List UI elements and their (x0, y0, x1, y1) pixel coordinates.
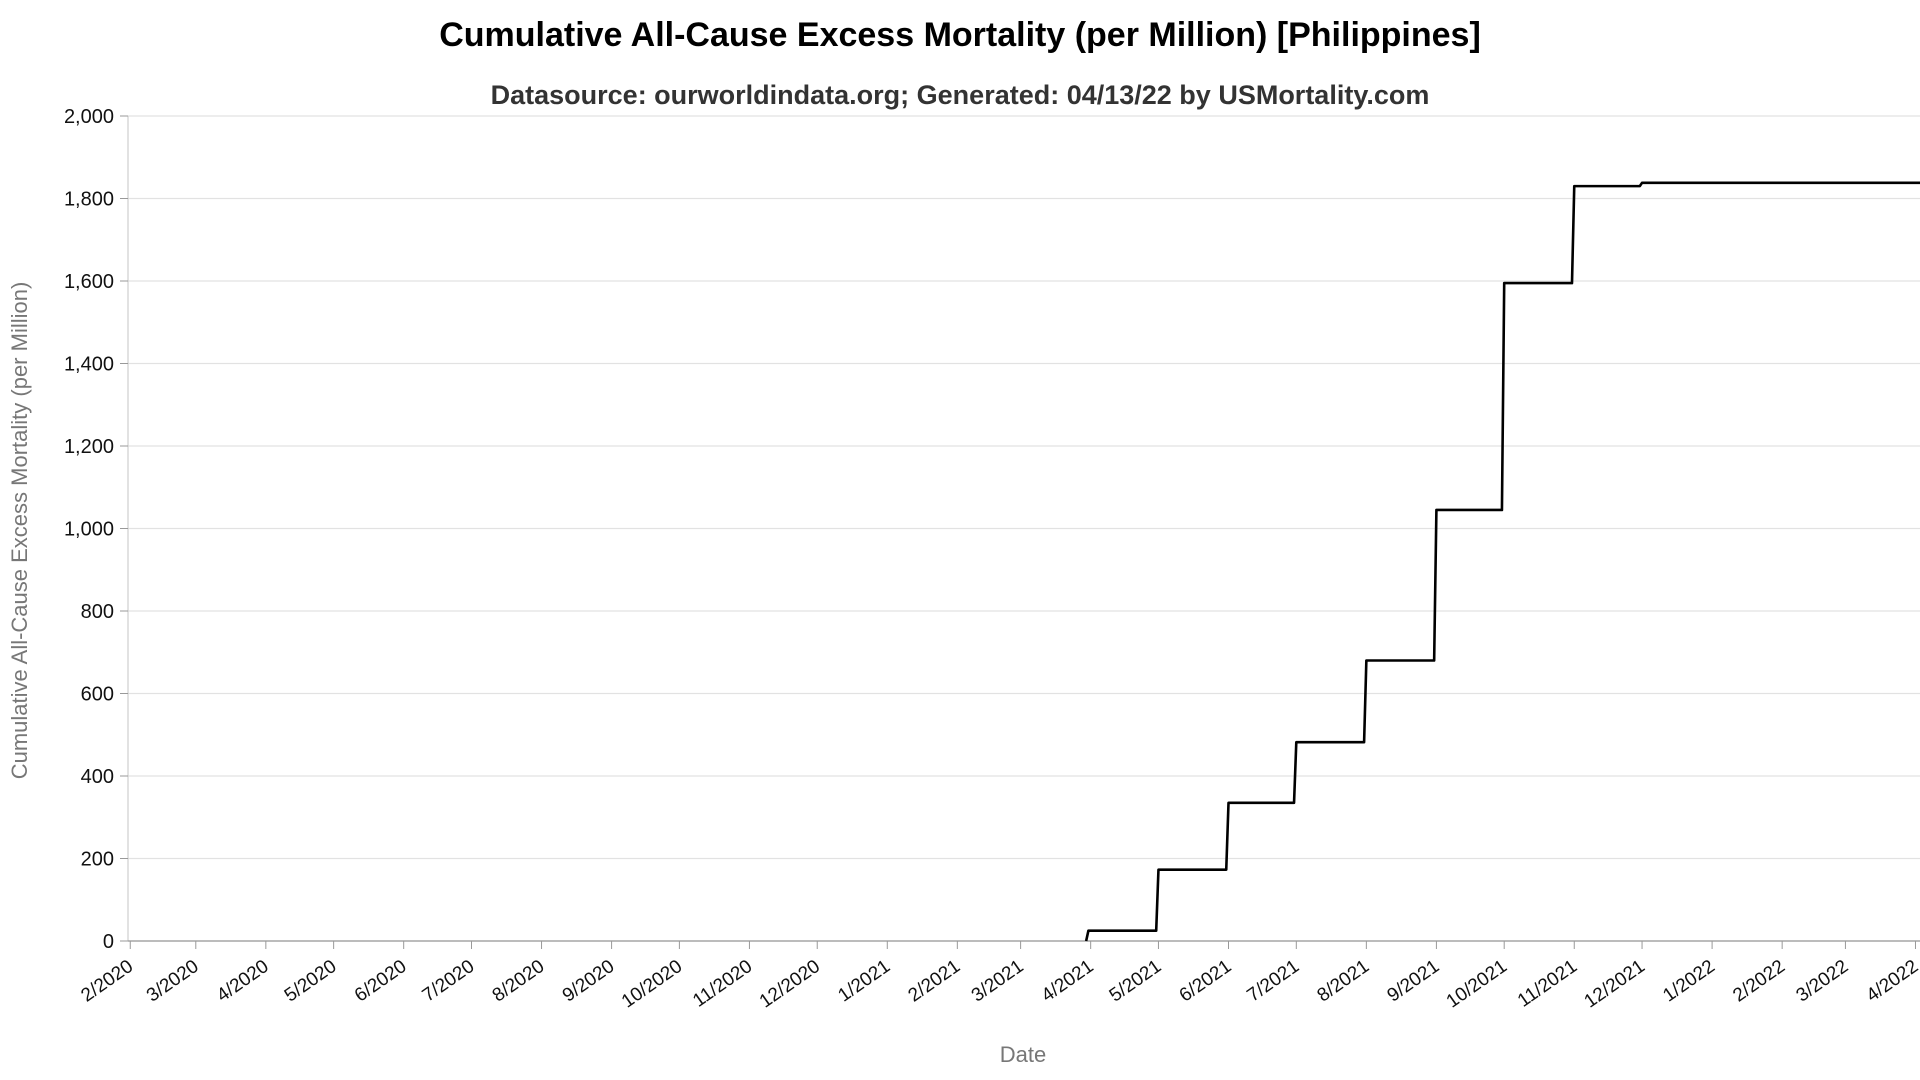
grid-lines (128, 115, 1920, 942)
x-tick-label: 12/2020 (756, 956, 824, 1013)
x-tick-label: 8/2020 (489, 956, 549, 1007)
x-tick-label: 3/2020 (143, 956, 203, 1007)
x-tick-label: 6/2020 (351, 956, 411, 1007)
chart-title: Cumulative All-Cause Excess Mortality (p… (439, 16, 1481, 54)
series-line (1084, 181, 1920, 942)
x-tick-label: 10/2020 (618, 956, 686, 1013)
x-tick-label: 11/2020 (689, 956, 756, 1012)
x-tick-label: 3/2021 (968, 956, 1028, 1007)
y-tick-label: 600 (81, 684, 114, 706)
series-group (1084, 181, 1920, 942)
x-tick-label: 9/2021 (1384, 956, 1444, 1007)
x-tick-label: 10/2021 (1443, 956, 1511, 1013)
y-tick-label: 0 (103, 931, 114, 953)
x-tick-label: 3/2022 (1793, 956, 1853, 1007)
y-tick-label: 800 (81, 601, 114, 623)
x-tick-label: 6/2021 (1176, 956, 1236, 1007)
y-tick-label: 1,200 (64, 436, 114, 458)
x-tick-label: 2/2022 (1729, 956, 1789, 1007)
x-tick-label: 5/2020 (281, 956, 341, 1007)
y-axis-label: Cumulative All-Cause Excess Mortality (p… (7, 282, 32, 780)
x-tick-label: 8/2021 (1314, 956, 1374, 1007)
y-axis-ticks: 0 200 400 600 800 1,000 1,200 1,400 1,600 1,800 2,… (64, 106, 128, 953)
x-tick-label: 4/2020 (213, 956, 273, 1007)
x-tick-label: 2/2020 (77, 956, 137, 1007)
y-tick-label: 200 (81, 849, 114, 871)
x-tick-label: 1/2022 (1659, 956, 1719, 1007)
y-tick-label: 2,000 (64, 106, 114, 128)
x-axis-label: Date (1000, 1042, 1046, 1067)
chart-subtitle: Datasource: ourworldindata.org; Generate… (490, 80, 1430, 110)
y-tick-label: 1,600 (64, 271, 114, 293)
x-tick-label: 4/2021 (1038, 956, 1098, 1007)
x-tick-label: 4/2022 (1863, 956, 1920, 1007)
x-tick-label: 12/2021 (1581, 956, 1649, 1013)
x-tick-label: 7/2021 (1244, 956, 1304, 1007)
x-tick-label: 7/2020 (419, 956, 479, 1007)
y-tick-label: 1,000 (64, 519, 114, 541)
x-tick-label: 1/2021 (834, 956, 894, 1007)
y-tick-label: 400 (81, 766, 114, 788)
x-tick-label: 11/2021 (1514, 956, 1581, 1012)
x-tick-label: 5/2021 (1106, 956, 1166, 1007)
x-axis-ticks: 2/2020 3/2020 4/2020 5/2020 6/2020 7/2020 8/20… (77, 941, 1920, 1012)
y-tick-label: 1,400 (64, 354, 114, 376)
y-tick-label: 1,800 (64, 189, 114, 211)
x-tick-label: 2/2021 (905, 956, 965, 1007)
x-tick-label: 9/2020 (559, 956, 619, 1007)
